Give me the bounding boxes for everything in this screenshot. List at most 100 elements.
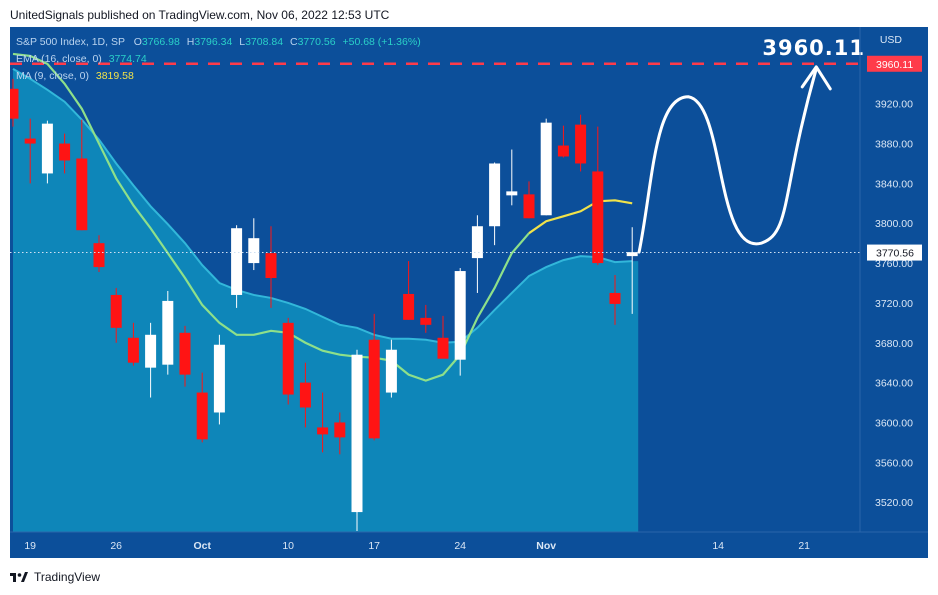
price-tick-label: 3880.00: [875, 139, 913, 151]
candle: [162, 290, 174, 375]
candle-body: [299, 382, 311, 408]
candle-body: [231, 228, 243, 295]
candle-body: [334, 422, 346, 438]
candle: [24, 118, 36, 184]
time-tick-label: 24: [454, 540, 466, 552]
candle-body: [592, 171, 604, 264]
candle: [213, 334, 225, 425]
price-tick-label: 3760.00: [875, 258, 913, 270]
candle: [248, 218, 260, 271]
candle-body: [420, 317, 432, 325]
candle-body: [127, 337, 139, 363]
target-price-tag-label: 3960.11: [876, 59, 913, 71]
legend-ohlc-row: S&P 500 Index, 1D, SP O3766.98 H3796.34 …: [16, 34, 421, 51]
candle: [127, 322, 139, 366]
candle-body: [523, 194, 535, 219]
candle: [557, 125, 569, 158]
candle: [471, 215, 483, 293]
candle: [231, 225, 243, 308]
legend-symbol: S&P 500 Index, 1D, SP: [16, 36, 125, 48]
price-tick-label: 3520.00: [875, 497, 913, 509]
candle-body: [506, 191, 518, 196]
price-tick-label: 3720.00: [875, 298, 913, 310]
footer-brand[interactable]: TradingView: [10, 570, 100, 584]
candle-body: [162, 300, 174, 365]
time-tick-label: Nov: [536, 540, 556, 552]
candle: [454, 268, 466, 376]
candle: [41, 120, 53, 184]
candle: [540, 118, 552, 216]
candle: [282, 317, 294, 405]
candle-body: [368, 339, 380, 439]
candle-body: [454, 271, 466, 360]
chart-area[interactable]: 3960.11 3920.00 3880.00 3840.00 3800.00 3760.…: [10, 27, 928, 558]
candle: [489, 162, 501, 246]
last-price-tag-label: 3770.56: [876, 248, 914, 260]
price-tick-label: 3640.00: [875, 378, 913, 390]
candle: [196, 372, 208, 443]
legend-low-label: L: [239, 36, 246, 48]
candle-body: [24, 138, 36, 144]
candle: [317, 392, 329, 453]
candle-body: [59, 143, 71, 161]
candle-body: [196, 392, 208, 440]
legend-open-value: 3766.98: [141, 36, 180, 48]
legend-open-label: O: [133, 36, 142, 48]
legend-ma-row[interactable]: MA (9, close, 0) 3819.58: [16, 68, 421, 85]
candle-body: [557, 145, 569, 157]
candle-body: [351, 354, 363, 513]
price-tick-label: 3920.00: [875, 99, 913, 111]
axis-currency: USD: [879, 34, 902, 46]
price-chart[interactable]: 3960.11 3920.00 3880.00 3840.00 3800.00 3760.…: [10, 27, 928, 558]
projection-curve: [637, 67, 818, 254]
candle-body: [145, 334, 157, 368]
ema-line: [12, 67, 633, 344]
candle: [59, 133, 71, 174]
candle: [609, 275, 621, 325]
legend-ma-value: 3819.58: [95, 70, 134, 82]
candle-body: [471, 226, 483, 259]
candle-body: [213, 344, 225, 413]
time-tick-label: Oct: [193, 540, 211, 552]
candle: [110, 287, 122, 343]
legend-close-label: C: [289, 36, 298, 48]
candle: [334, 412, 346, 455]
candle: [575, 114, 587, 172]
candle-body: [540, 122, 552, 216]
candle: [437, 315, 449, 359]
legend-close-value: 3770.56: [297, 36, 336, 48]
candle: [626, 227, 638, 314]
projection-arrowhead: [800, 65, 832, 91]
legend-ma-label: MA (9, close, 0): [16, 70, 89, 82]
candle-body: [10, 88, 19, 119]
candle: [385, 339, 397, 398]
candle-body: [41, 123, 53, 174]
time-tick-label: 17: [368, 540, 380, 552]
last-price-tag: [867, 244, 922, 261]
candle: [523, 181, 535, 219]
ema-fill-area: [13, 68, 639, 533]
candle: [10, 78, 19, 127]
candle-body: [385, 349, 397, 393]
candle-body: [265, 253, 277, 279]
candle: [420, 304, 432, 333]
candle: [592, 126, 604, 266]
candle-body: [317, 427, 329, 435]
legend-ema-label: EMA (16, close, 0): [16, 53, 102, 65]
legend-ema-row[interactable]: EMA (16, close, 0) 3774.74: [16, 51, 421, 68]
price-tick-label: 3800.00: [875, 218, 913, 230]
candle: [145, 322, 157, 398]
candle-body: [282, 322, 294, 395]
legend-ema-value: 3774.74: [108, 53, 147, 65]
candle-body: [609, 292, 621, 304]
candle: [93, 235, 105, 273]
candle: [368, 313, 380, 441]
legend-high-label: H: [186, 36, 195, 48]
price-tick-label: 3840.00: [875, 178, 913, 190]
target-price-tag: [867, 55, 922, 72]
candle-body: [489, 163, 501, 227]
chart-legend: S&P 500 Index, 1D, SP O3766.98 H3796.34 …: [16, 34, 421, 85]
candle: [403, 261, 415, 320]
legend-change: +50.68 (+1.36%): [342, 36, 421, 48]
time-tick-label: 19: [24, 540, 36, 552]
